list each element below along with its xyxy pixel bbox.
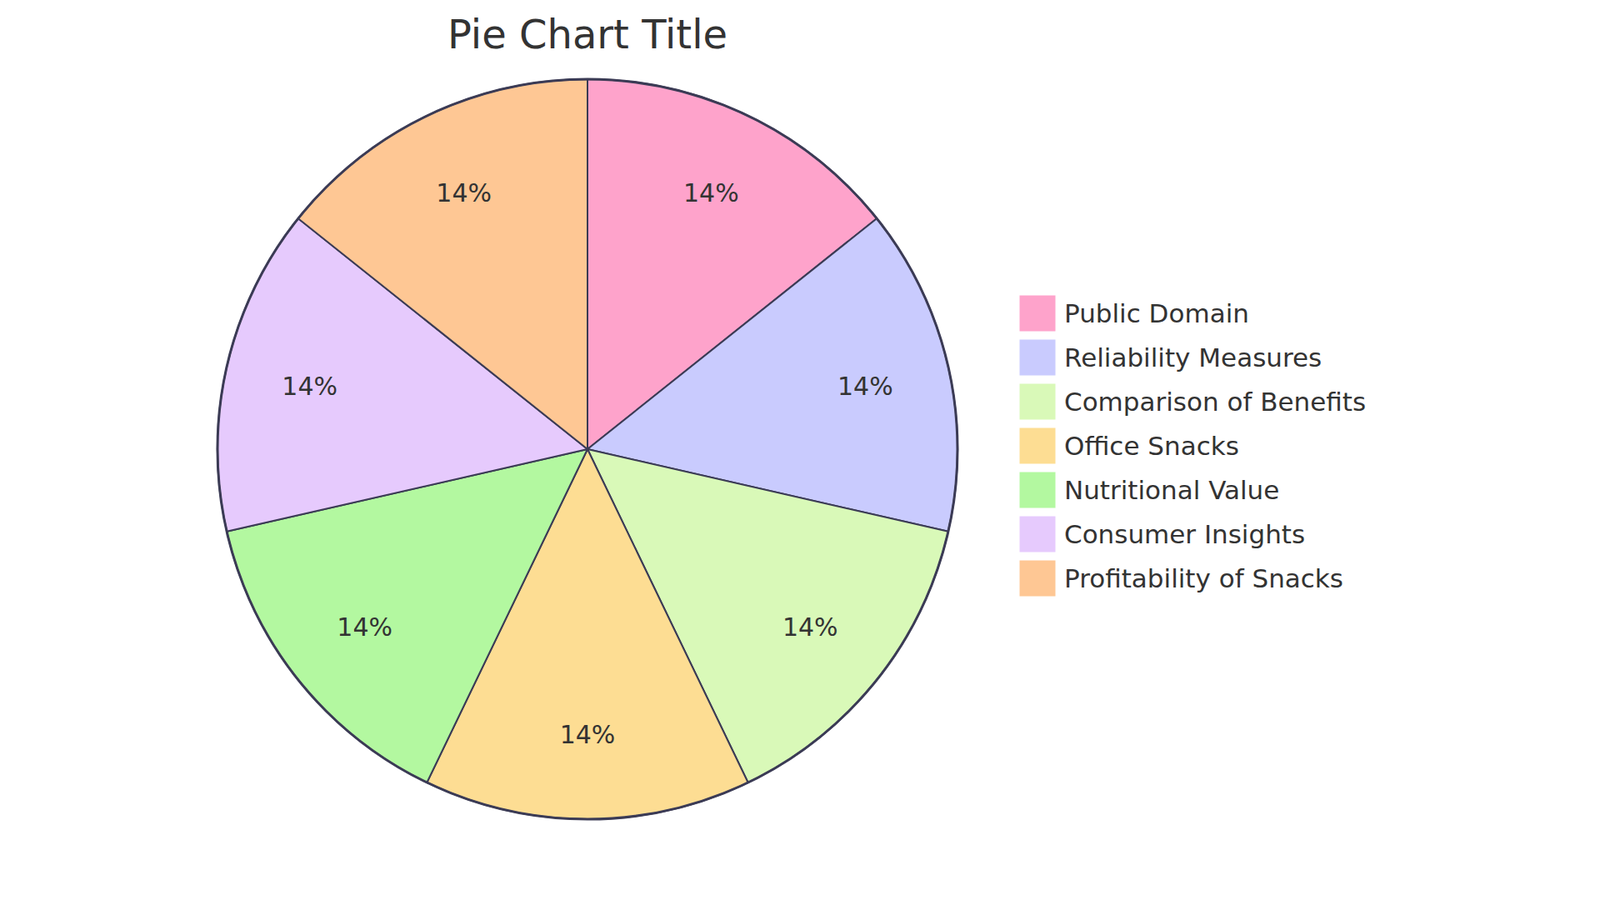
legend-label: Profitability of Snacks [1064,563,1344,594]
legend-label: Nutritional Value [1064,475,1280,505]
legend-swatch [1019,295,1056,332]
legend-label: Reliability Measures [1064,342,1322,373]
legend-swatch [1019,427,1056,465]
title: Pie Chart Title [447,10,728,58]
data-labels: 14% 14% 14% 14% 14% 14% 14% [281,178,893,750]
legend-label: Office Snacks [1064,430,1240,461]
legend-swatch [1019,515,1056,553]
data-label: 14% [281,371,338,401]
data-label: 14% [435,178,492,208]
slice [298,79,588,450]
data-label: 14% [336,612,393,642]
data-label: 14% [683,178,740,208]
data-label: 14% [560,720,616,750]
legend-swatch [1019,383,1056,420]
legend-swatch [1019,339,1056,376]
legend-label: Comparison of Benefits [1064,386,1366,417]
legend-label: Consumer Insights [1064,519,1305,550]
legend-swatch [1019,560,1056,597]
legend-swatch [1019,471,1056,509]
chart: Pie Chart Title 14% 14% 14% 14% 14% 14% 14% Publ… [0,0,1600,900]
data-label: 14% [782,612,839,642]
data-label: 14% [837,371,894,401]
slices [217,79,958,820]
pie-outline [217,79,958,820]
legend: Public Domain Reliability Measures Compari… [1019,295,1366,597]
legend-label: Public Domain [1064,298,1250,329]
